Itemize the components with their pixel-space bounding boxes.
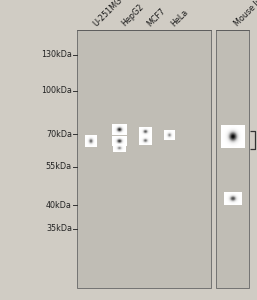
Bar [216,30,249,288]
Text: 55kDa: 55kDa [46,162,72,171]
Text: HeLa: HeLa [170,8,190,29]
Bar [77,30,211,288]
Text: Mouse lung: Mouse lung [233,0,257,28]
Text: 130kDa: 130kDa [41,50,72,59]
Text: 70kDa: 70kDa [46,130,72,139]
Text: HepG2: HepG2 [120,3,145,28]
Text: MCF7: MCF7 [145,7,167,28]
Text: U-251MG: U-251MG [91,0,124,28]
Text: 40kDa: 40kDa [46,201,72,210]
Text: 100kDa: 100kDa [41,86,72,95]
Text: 35kDa: 35kDa [46,224,72,233]
